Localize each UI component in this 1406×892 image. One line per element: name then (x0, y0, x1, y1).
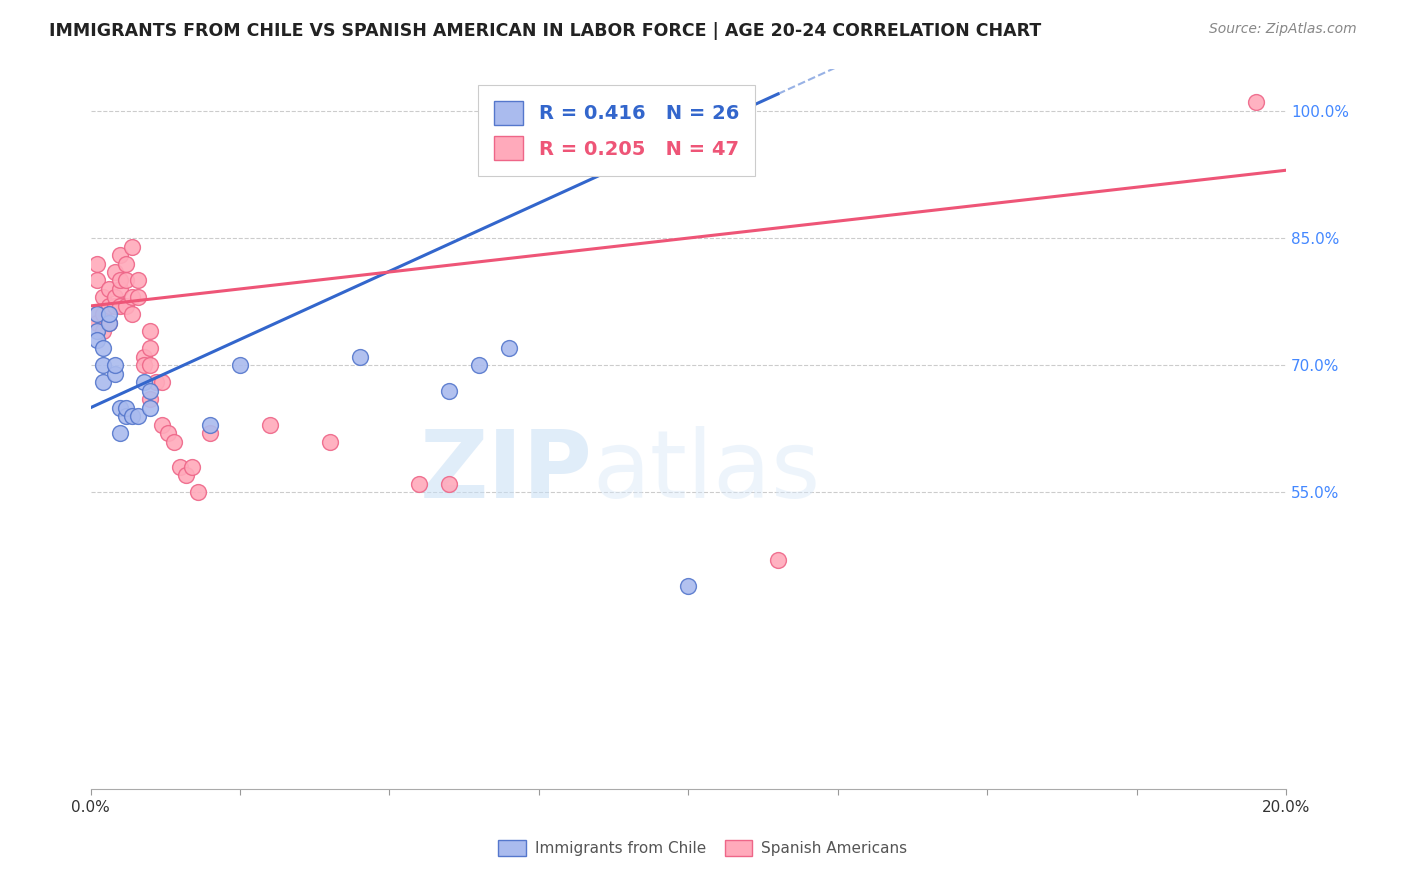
Point (91, 341, 114, 355)
Point (103, 299, 125, 313)
Point (198, 417, 221, 432)
Point (127, 273, 149, 287)
Text: IMMIGRANTS FROM CHILE VS SPANISH AMERICAN IN LABOR FORCE | AGE 20-24 CORRELATION: IMMIGRANTS FROM CHILE VS SPANISH AMERICA… (49, 22, 1042, 40)
Text: atlas: atlas (593, 426, 821, 518)
Point (121, 307, 143, 321)
Point (139, 384, 162, 398)
Point (139, 401, 162, 415)
Point (157, 426, 180, 441)
Point (498, 341, 520, 355)
Point (678, 579, 700, 593)
Text: ZIP: ZIP (420, 426, 593, 518)
Point (139, 392, 162, 406)
Point (145, 375, 167, 389)
Point (139, 341, 162, 355)
Point (91, 375, 114, 389)
Point (468, 358, 491, 372)
Point (169, 460, 191, 475)
Point (150, 417, 173, 432)
Point (110, 273, 132, 287)
Point (115, 299, 138, 313)
Point (97, 316, 120, 330)
Point (318, 434, 340, 449)
Point (439, 477, 461, 491)
Point (97, 316, 120, 330)
Point (91, 290, 114, 304)
Point (110, 299, 132, 313)
Point (86, 307, 108, 321)
Point (91, 307, 114, 321)
Point (127, 290, 149, 304)
Point (86, 273, 108, 287)
Point (110, 426, 132, 441)
Point (91, 324, 114, 338)
Point (86, 307, 108, 321)
Point (127, 409, 149, 423)
Point (134, 350, 156, 364)
Point (115, 409, 138, 423)
Point (187, 485, 209, 500)
Point (115, 401, 138, 415)
Point (103, 358, 125, 372)
Point (181, 460, 204, 475)
Legend: Immigrants from Chile, Spanish Americans: Immigrants from Chile, Spanish Americans (492, 834, 914, 862)
Point (121, 290, 143, 304)
Point (86, 316, 108, 330)
Point (91, 358, 114, 372)
Point (110, 401, 132, 415)
Point (121, 239, 143, 253)
Point (439, 384, 461, 398)
Point (97, 307, 120, 321)
Point (110, 282, 132, 296)
Point (86, 333, 108, 347)
Point (115, 256, 138, 270)
Point (86, 256, 108, 270)
Point (139, 358, 162, 372)
Point (349, 350, 371, 364)
Point (174, 468, 197, 483)
Point (134, 375, 156, 389)
Point (103, 367, 125, 381)
Point (97, 299, 120, 313)
Point (110, 248, 132, 262)
Point (103, 265, 125, 279)
Legend: R = 0.416   N = 26, R = 0.205   N = 47: R = 0.416 N = 26, R = 0.205 N = 47 (478, 86, 755, 176)
Point (150, 375, 173, 389)
Point (408, 477, 430, 491)
Point (86, 324, 108, 338)
Point (766, 553, 789, 567)
Point (103, 290, 125, 304)
Point (198, 426, 221, 441)
Point (134, 358, 156, 372)
Point (163, 434, 186, 449)
Point (1244, 95, 1267, 110)
Point (139, 324, 162, 338)
Point (115, 273, 138, 287)
Point (259, 417, 281, 432)
Point (97, 282, 120, 296)
Point (229, 358, 252, 372)
Point (121, 409, 143, 423)
Text: Source: ZipAtlas.com: Source: ZipAtlas.com (1209, 22, 1357, 37)
